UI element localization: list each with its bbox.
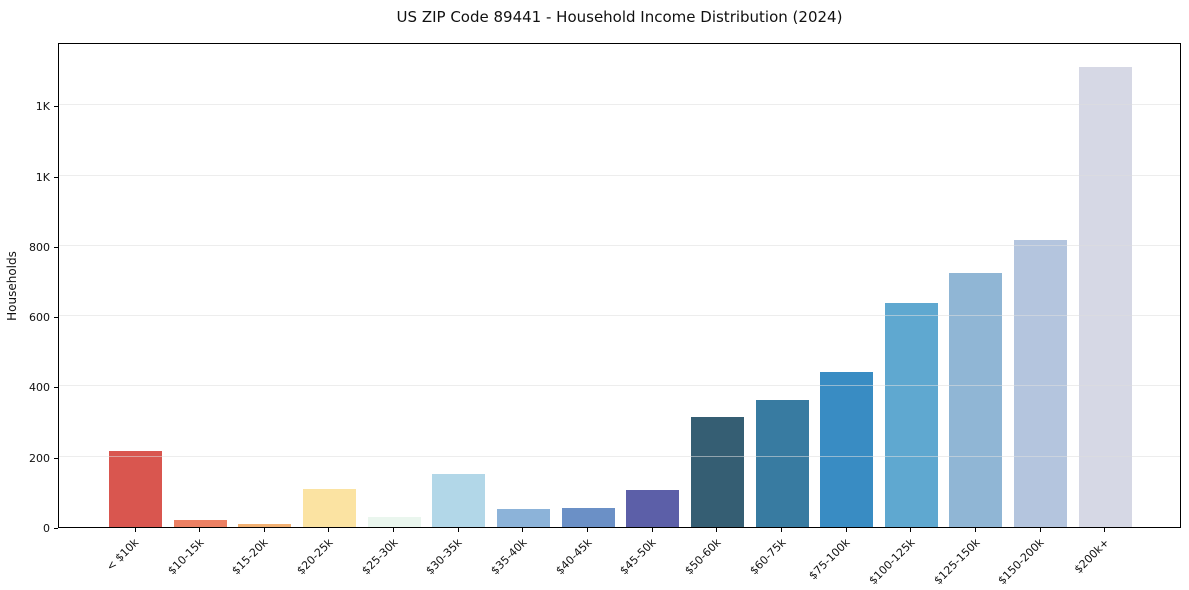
x-tick-mark [457, 528, 459, 532]
bar-$75-100k [820, 372, 874, 527]
x-tick-mark [134, 528, 136, 532]
x-tick-mark [845, 528, 847, 532]
gridline [59, 315, 1180, 317]
x-tick-label: < $10k [104, 536, 142, 574]
bar-$100-125k [884, 303, 938, 527]
y-tick-label: 0 [43, 522, 50, 535]
x-tick-mark [910, 528, 912, 532]
x-tick-mark [716, 528, 718, 532]
x-tick-mark [1104, 528, 1106, 532]
y-tick-label: 1K [35, 170, 50, 184]
y-tick-mark [54, 387, 58, 389]
x-tick-label: $45-50k [617, 536, 659, 578]
x-tick-mark [522, 528, 524, 532]
bar-$125-150k [949, 273, 1003, 527]
x-tick-mark [1039, 528, 1041, 532]
bar-$50-60k [690, 416, 744, 527]
x-tick-label: $20-25k [294, 536, 336, 578]
gridline [59, 174, 1180, 176]
bar-$200k+ [1078, 66, 1132, 527]
x-tick-label: $150-200k [995, 536, 1047, 588]
y-tick-label: 600 [29, 311, 50, 325]
x-tick-mark [587, 528, 589, 532]
bar-$30-35k [432, 474, 486, 527]
bar-$45-50k [626, 490, 680, 527]
y-tick-mark [54, 317, 58, 319]
x-tick-label: $30-35k [423, 536, 465, 578]
x-tick-label: $100-125k [866, 536, 918, 588]
x-tick-mark [651, 528, 653, 532]
x-tick-label: $125-150k [930, 536, 983, 588]
gridline [59, 455, 1180, 457]
x-tick-mark [328, 528, 330, 532]
x-tick-mark [263, 528, 265, 532]
y-tick-mark [54, 246, 58, 248]
x-tick-mark [199, 528, 201, 532]
y-tick-label: 800 [29, 240, 50, 254]
gridline [59, 385, 1180, 387]
x-tick-label: $10-15k [165, 536, 207, 578]
bar-$10-15k [173, 519, 227, 527]
y-tick-mark [54, 528, 58, 529]
bar-$150-200k [1014, 239, 1068, 527]
y-tick-mark [54, 176, 58, 178]
x-tick-mark [974, 528, 976, 532]
bar-$35-40k [496, 509, 550, 527]
y-tick-mark [54, 457, 58, 459]
bar-$25-30k [367, 517, 421, 527]
x-tick-label: $50-60k [682, 536, 724, 578]
y-tick-mark [54, 106, 58, 108]
bar-$60-75k [755, 400, 809, 527]
x-tick-label: $60-75k [746, 536, 789, 578]
plot-area [58, 43, 1181, 528]
x-tick-mark [781, 528, 782, 532]
chart-title: US ZIP Code 89441 - Household Income Dis… [396, 8, 843, 26]
bar-$15-20k [238, 523, 292, 527]
gridline [59, 244, 1180, 246]
x-tick-label: $25-30k [359, 536, 401, 578]
x-tick-label: $75-100k [806, 536, 853, 583]
x-tick-label: $40-45k [552, 536, 595, 578]
bar-$40-45k [561, 507, 615, 527]
y-tick-label: 200 [29, 451, 50, 465]
x-tick-mark [393, 528, 395, 532]
gridline [59, 104, 1180, 106]
bar-$20-25k [302, 489, 356, 527]
x-tick-label: $35-40k [488, 536, 530, 578]
x-tick-label: $200k+ [1071, 536, 1112, 577]
y-tick-label: 1K [35, 100, 50, 114]
x-tick-label: $15-20k [229, 536, 272, 578]
y-tick-label: 400 [29, 381, 50, 395]
bar-< $10k [109, 451, 162, 527]
